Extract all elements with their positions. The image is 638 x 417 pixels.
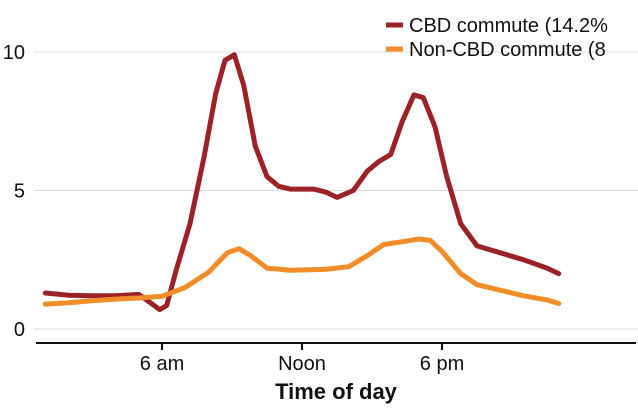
x-axis-title: Time of day [275, 379, 398, 404]
y-tick-label: 5 [14, 181, 25, 203]
y-axis-tick-labels: 0 5 10 [3, 42, 25, 341]
x-tick-label: 6 pm [420, 353, 464, 375]
x-tick-label: Noon [278, 353, 326, 375]
x-axis-ticks: 6 am Noon 6 pm [140, 343, 464, 375]
x-tick-label: 6 am [140, 353, 184, 375]
y-tick-label: 10 [3, 42, 25, 64]
legend: CBD commute (14.2%Non-CBD commute (8 [386, 15, 608, 61]
legend-label: CBD commute (14.2% [409, 15, 608, 37]
series-line-non-cbd-commute [42, 236, 562, 307]
legend-label: Non-CBD commute (8 [409, 39, 606, 61]
series-lines [42, 52, 562, 313]
y-tick-label: 0 [14, 319, 25, 341]
series-line-cbd-commute [42, 52, 562, 313]
grid-lines [34, 51, 638, 330]
